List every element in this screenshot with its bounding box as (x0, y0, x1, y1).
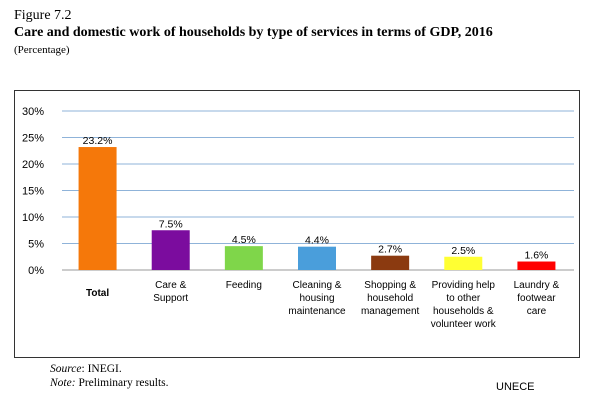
chart-subtitle: (Percentage) (14, 44, 70, 56)
category-label: Feeding (225, 280, 262, 291)
data-label: 1.6% (524, 250, 548, 262)
bar (444, 256, 483, 270)
y-tick-label: 10% (22, 212, 44, 224)
preliminary-note: Note: Preliminary results. (50, 377, 169, 389)
data-label: 4.4% (305, 235, 329, 247)
bar (517, 261, 556, 270)
data-label: 2.7% (378, 244, 402, 256)
bar (151, 230, 190, 270)
gridlines (62, 110, 574, 244)
source-label: Source (50, 363, 82, 375)
category-label: Shopping & household management (360, 280, 420, 317)
note-label: Note: (50, 377, 76, 389)
y-tick-label: 15% (22, 186, 44, 198)
y-tick-label: 25% (22, 133, 44, 145)
y-tick-label: 5% (28, 239, 44, 251)
y-axis-ticks: 0% 5% 10% 15% 20% 25% 30% (22, 106, 44, 277)
figure-number: Figure 7.2 (14, 8, 72, 23)
bar (298, 246, 336, 270)
data-label: 4.5% (232, 234, 256, 246)
organization-label: UNECE (496, 381, 535, 393)
category-label: Total (85, 288, 110, 299)
source-note: Source: INEGI. (50, 363, 122, 375)
category-label: Providing help to other households & vol… (430, 280, 496, 330)
category-label: Care & Support (153, 280, 189, 304)
chart-frame (14, 90, 580, 358)
source-text: : INEGI. (81, 363, 122, 375)
data-label: 7.5% (159, 218, 183, 230)
y-tick-label: 0% (28, 265, 44, 277)
data-labels: 23.2% 7.5% 4.5% 4.4% 2.7% 2.5% 1.6% (83, 135, 549, 261)
bar (224, 246, 263, 270)
y-tick-label: 20% (22, 159, 44, 171)
data-label: 23.2% (83, 135, 113, 147)
note-text: Preliminary results. (75, 377, 169, 389)
category-label: Laundry & footwear care (513, 280, 560, 317)
y-tick-label: 30% (22, 106, 44, 118)
bar (371, 255, 410, 270)
category-label: Cleaning & housing maintenance (288, 280, 346, 317)
data-label: 2.5% (451, 245, 475, 257)
bars (78, 147, 556, 270)
bar (78, 147, 117, 270)
chart-title: Care and domestic work of households by … (14, 25, 493, 40)
